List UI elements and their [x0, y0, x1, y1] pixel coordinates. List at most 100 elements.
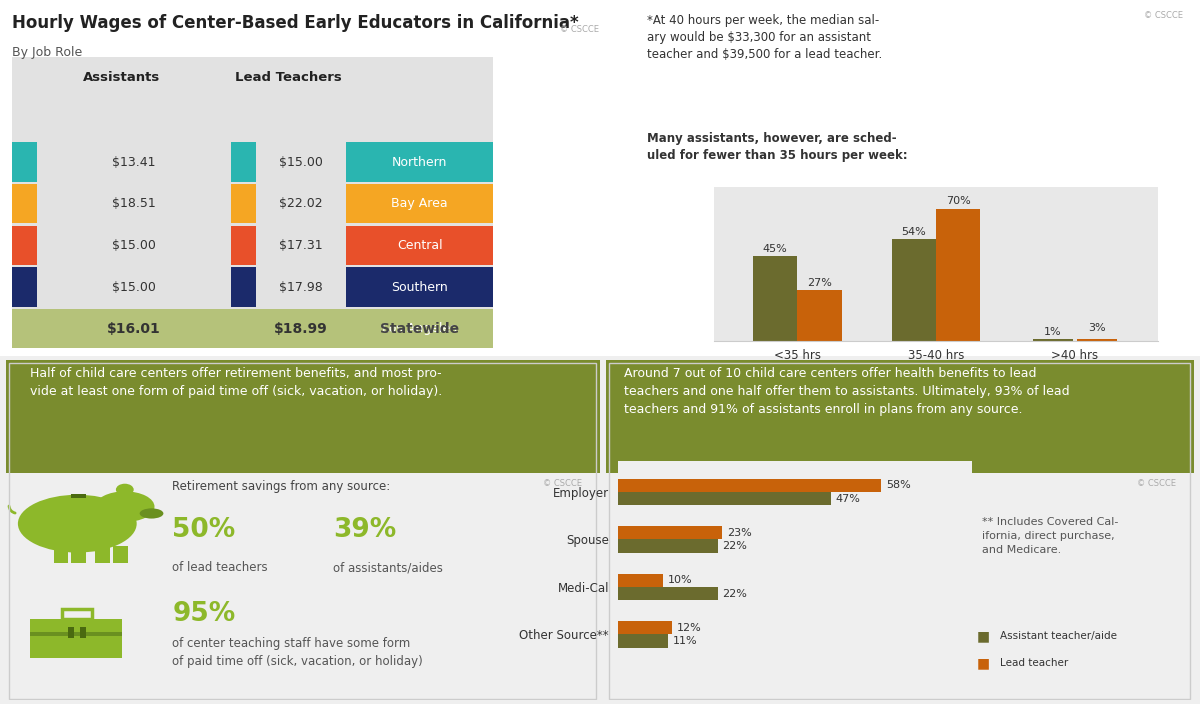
Bar — [230, 225, 256, 265]
Bar — [347, 268, 493, 307]
Text: $17.98: $17.98 — [280, 322, 323, 335]
Text: © CSCCE: © CSCCE — [1144, 11, 1183, 20]
Bar — [1032, 339, 1073, 341]
Bar — [113, 546, 127, 562]
Text: © CSCCE: © CSCCE — [1138, 479, 1176, 489]
Bar — [347, 184, 493, 223]
Text: Half of child care centers offer retirement benefits, and most pro-
vide at leas: Half of child care centers offer retirem… — [30, 367, 442, 398]
Bar — [12, 309, 37, 348]
Text: of center teaching staff have some form
of paid time off (sick, vacation, or hol: of center teaching staff have some form … — [173, 637, 424, 668]
Bar — [12, 57, 493, 348]
Text: $15.00: $15.00 — [113, 239, 156, 252]
Bar — [71, 546, 86, 562]
Text: Bay Area: Bay Area — [391, 197, 448, 210]
Text: $15.00: $15.00 — [280, 156, 323, 169]
Bar — [68, 627, 74, 638]
Text: Northern: Northern — [392, 156, 448, 169]
Text: 58%: 58% — [886, 480, 911, 490]
Bar — [95, 546, 110, 562]
Text: 10%: 10% — [668, 575, 692, 585]
Text: $16.01: $16.01 — [107, 322, 161, 336]
Bar — [80, 627, 86, 638]
Text: © CSCCE: © CSCCE — [544, 479, 582, 489]
Text: 23%: 23% — [727, 528, 751, 538]
Bar — [618, 492, 832, 505]
Text: ■: ■ — [977, 656, 990, 670]
Text: ■: ■ — [977, 629, 990, 643]
Bar — [12, 225, 37, 265]
Text: $13.41: $13.41 — [113, 156, 156, 169]
Text: Central: Central — [397, 239, 443, 252]
Text: 22%: 22% — [722, 541, 748, 551]
Text: 47%: 47% — [836, 494, 860, 503]
Bar — [606, 360, 1194, 472]
Legend: Assistant teacher/aide, Lead teacher: Assistant teacher/aide, Lead teacher — [785, 375, 1043, 395]
Ellipse shape — [139, 508, 163, 519]
Bar — [618, 526, 722, 539]
Text: 27%: 27% — [808, 277, 832, 288]
Bar — [936, 209, 980, 341]
Text: $18.99: $18.99 — [275, 322, 328, 336]
Bar — [71, 494, 86, 498]
Bar — [618, 539, 718, 553]
Text: Assistants: Assistants — [83, 71, 161, 84]
Text: $15.14: $15.14 — [113, 322, 156, 335]
Text: 70%: 70% — [946, 196, 971, 206]
Text: Southern: Southern — [391, 281, 448, 294]
Text: ** Includes Covered Cal-
ifornia, direct purchase,
and Medicare.: ** Includes Covered Cal- ifornia, direct… — [983, 517, 1118, 555]
Ellipse shape — [18, 495, 137, 553]
Text: 11%: 11% — [672, 636, 697, 646]
Bar — [618, 634, 668, 648]
Text: Los Angeles: Los Angeles — [383, 322, 457, 335]
Bar — [12, 309, 493, 348]
Bar — [797, 291, 841, 341]
Text: 12%: 12% — [677, 623, 702, 633]
Text: 54%: 54% — [901, 227, 926, 237]
Bar — [230, 142, 256, 182]
Bar — [618, 587, 718, 601]
Bar — [230, 184, 256, 223]
Text: 3%: 3% — [1088, 323, 1105, 333]
Text: 39%: 39% — [332, 517, 396, 543]
Bar — [12, 184, 37, 223]
Ellipse shape — [95, 491, 155, 522]
Text: $17.98: $17.98 — [280, 281, 323, 294]
Bar — [230, 268, 256, 307]
Ellipse shape — [116, 484, 133, 496]
Bar — [6, 360, 600, 472]
Bar — [1076, 339, 1117, 341]
Text: By Job Role: By Job Role — [12, 46, 83, 59]
Text: Many assistants, however, are sched-
uled for fewer than 35 hours per week:: Many assistants, however, are sched- ule… — [647, 132, 907, 161]
Bar — [54, 546, 68, 562]
Text: Lead teacher: Lead teacher — [1000, 658, 1068, 668]
Bar — [12, 142, 37, 182]
Text: $22.02: $22.02 — [280, 197, 323, 210]
Text: *At 40 hours per week, the median sal-
ary would be $33,300 for an assistant
tea: *At 40 hours per week, the median sal- a… — [647, 14, 882, 61]
Text: Statewide: Statewide — [380, 322, 460, 336]
Text: 22%: 22% — [722, 589, 748, 598]
Bar — [618, 479, 881, 492]
Text: 1%: 1% — [1044, 327, 1061, 337]
Bar — [30, 631, 122, 636]
Text: Hourly Wages of Center-Based Early Educators in California*: Hourly Wages of Center-Based Early Educa… — [12, 14, 580, 32]
Text: 50%: 50% — [173, 517, 235, 543]
Text: Lead Teachers: Lead Teachers — [235, 71, 342, 84]
Text: Assistant teacher/aide: Assistant teacher/aide — [1000, 631, 1117, 641]
Text: Retirement savings from any source:: Retirement savings from any source: — [173, 479, 390, 493]
Bar — [752, 256, 797, 341]
Text: © CSCCE: © CSCCE — [560, 25, 599, 34]
Bar — [347, 225, 493, 265]
Bar — [30, 619, 122, 658]
Bar — [618, 621, 672, 634]
Text: Around 7 out of 10 child care centers offer health benefits to lead
teachers and: Around 7 out of 10 child care centers of… — [624, 367, 1069, 416]
Bar — [618, 574, 664, 587]
Bar — [230, 309, 256, 348]
Text: $15.00: $15.00 — [113, 281, 156, 294]
Text: $17.31: $17.31 — [280, 239, 323, 252]
Text: $18.51: $18.51 — [113, 197, 156, 210]
Text: 95%: 95% — [173, 601, 235, 627]
Bar — [892, 239, 936, 341]
Bar — [347, 309, 493, 348]
Text: 45%: 45% — [763, 244, 787, 253]
Bar — [12, 268, 37, 307]
